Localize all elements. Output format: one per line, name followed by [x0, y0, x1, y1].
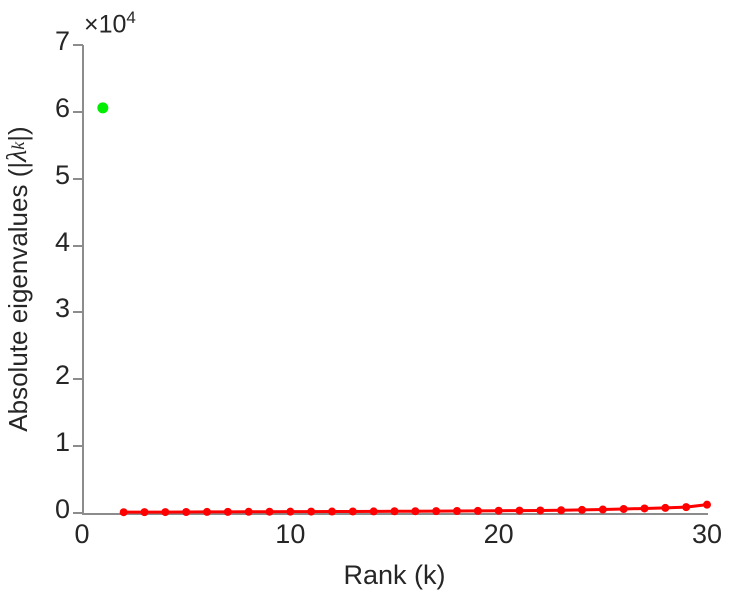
y-tick-mark [73, 378, 83, 381]
y-tick-label: 0 [54, 494, 70, 524]
data-point [640, 504, 649, 513]
y-tick-label: 7 [54, 26, 70, 56]
data-point [515, 506, 524, 515]
x-tick-label: 30 [691, 519, 723, 549]
x-tick-label: 0 [74, 519, 90, 549]
y-tick-label: 6 [54, 92, 70, 123]
data-point [307, 507, 316, 516]
data-point [328, 507, 336, 516]
y-tick-mark [73, 110, 83, 113]
data-point [453, 506, 461, 515]
data-point [703, 500, 711, 509]
data-point [161, 508, 170, 517]
y-tick-label: 4 [54, 226, 70, 257]
data-point [390, 507, 399, 516]
y-tick-label: 3 [54, 293, 70, 324]
data-point [494, 506, 503, 515]
x-tick-label: 10 [275, 519, 306, 549]
y-axis-line [82, 45, 84, 515]
data-point [557, 506, 566, 515]
data-point [286, 507, 295, 516]
data-point [578, 505, 586, 514]
data-point [244, 507, 253, 516]
data-point [661, 503, 670, 512]
y-axis-exponent-power: 4 [126, 8, 136, 27]
y-tick-label: 1 [54, 427, 70, 458]
data-point [682, 503, 691, 512]
data-point [348, 507, 357, 516]
y-axis-exponent: ×104 [84, 8, 136, 39]
series-0 [97, 102, 109, 114]
data-point [265, 507, 274, 516]
series-1 [119, 500, 711, 517]
data-point [182, 507, 191, 516]
y-tick-mark [73, 445, 83, 448]
data-point [619, 504, 628, 513]
data-point [140, 508, 149, 517]
y-tick-mark [73, 177, 83, 180]
data-point [369, 507, 378, 516]
data-point [119, 508, 128, 517]
data-point [432, 507, 441, 516]
y-tick-label: 2 [54, 360, 70, 391]
y-tick-mark [73, 311, 83, 314]
data-point [536, 506, 545, 515]
data-point [97, 102, 109, 114]
x-axis-title: Rank (k) [343, 559, 446, 590]
y-tick-mark [73, 44, 83, 46]
y-tick-mark [73, 512, 83, 514]
y-tick-mark [73, 244, 83, 247]
data-point [223, 507, 232, 516]
data-point [598, 505, 607, 514]
y-axis-exponent-base: ×10 [84, 10, 127, 39]
data-point [411, 507, 420, 516]
y-tick-label: 5 [54, 159, 70, 190]
data-point [473, 506, 482, 515]
x-tick-label: 20 [483, 519, 514, 549]
data-point [203, 507, 211, 516]
